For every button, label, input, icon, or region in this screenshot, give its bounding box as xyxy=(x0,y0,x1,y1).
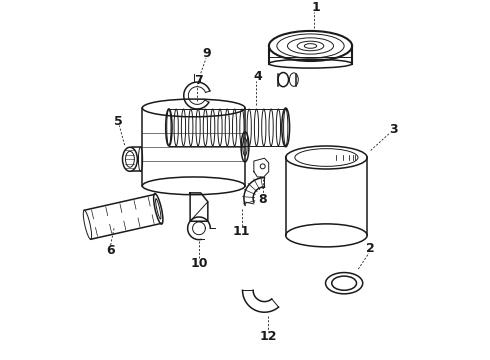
Text: 12: 12 xyxy=(259,330,277,343)
Text: 5: 5 xyxy=(114,114,122,127)
Text: 11: 11 xyxy=(233,225,250,238)
Text: 2: 2 xyxy=(367,242,375,255)
Text: 6: 6 xyxy=(106,244,115,257)
Text: 1: 1 xyxy=(312,1,320,14)
Text: 4: 4 xyxy=(253,69,262,82)
Text: 3: 3 xyxy=(390,123,398,136)
Text: 10: 10 xyxy=(190,257,208,270)
Text: 9: 9 xyxy=(203,47,211,60)
Text: 7: 7 xyxy=(195,74,203,87)
Text: 8: 8 xyxy=(258,193,267,206)
